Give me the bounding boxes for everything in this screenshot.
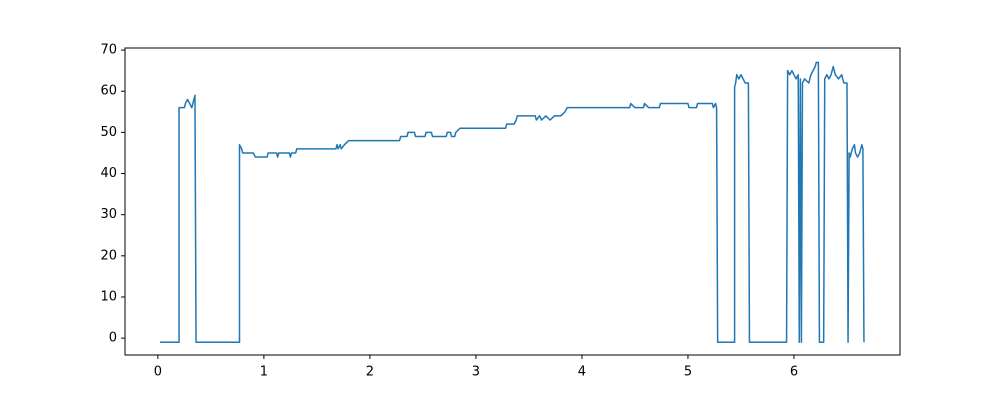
plot-frame (124, 47, 901, 356)
x-tick-label: 4 (578, 365, 586, 380)
y-tick-label: 60 (100, 84, 117, 99)
y-tick-label: 10 (100, 289, 117, 304)
y-tick-label: 0 (109, 331, 117, 346)
x-tick-label: 5 (684, 365, 692, 380)
x-tick-label: 3 (472, 365, 480, 380)
data-line (159, 61, 865, 343)
y-tick-label: 20 (100, 248, 117, 263)
y-tick-label: 40 (100, 166, 117, 181)
x-tick-label: 6 (790, 365, 798, 380)
y-tick-label: 50 (100, 125, 117, 140)
y-tick-label: 30 (100, 207, 117, 222)
y-tick-label: 70 (100, 43, 117, 58)
x-tick-label: 1 (260, 365, 268, 380)
x-tick-label: 2 (366, 365, 374, 380)
x-tick-label: 0 (154, 365, 162, 380)
